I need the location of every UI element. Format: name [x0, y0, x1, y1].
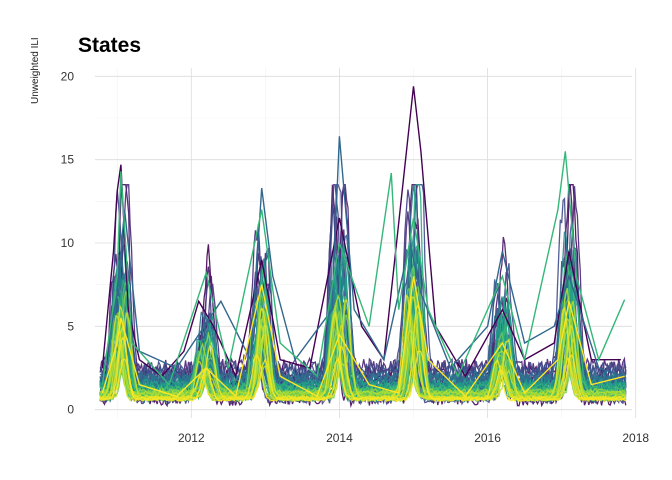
x-tick-label: 2016 — [474, 431, 501, 445]
state-series-line — [99, 308, 626, 399]
highlight-series-line — [101, 136, 625, 377]
x-tick-label: 2012 — [178, 431, 205, 445]
state-series-line — [99, 271, 627, 378]
highlight-series-line — [101, 276, 625, 398]
x-tick-label: 2014 — [326, 431, 353, 445]
x-tick-label: 2018 — [622, 431, 649, 445]
axis-layer: 0 5 10 15 20 2012 2014 2016 2018 — [61, 69, 650, 445]
y-tick-label: 5 — [67, 319, 74, 333]
series-layer — [99, 86, 627, 409]
y-tick-label: 20 — [61, 69, 75, 83]
y-tick-label: 15 — [61, 153, 75, 167]
y-tick-label: 10 — [61, 236, 75, 250]
y-tick-label: 0 — [67, 403, 74, 417]
state-series-line — [99, 336, 626, 403]
highlight-series-line — [101, 86, 621, 379]
state-series-line — [99, 251, 627, 390]
chart-title: States — [78, 34, 142, 57]
state-series-line — [99, 288, 626, 397]
highlight-series-line — [101, 151, 626, 387]
